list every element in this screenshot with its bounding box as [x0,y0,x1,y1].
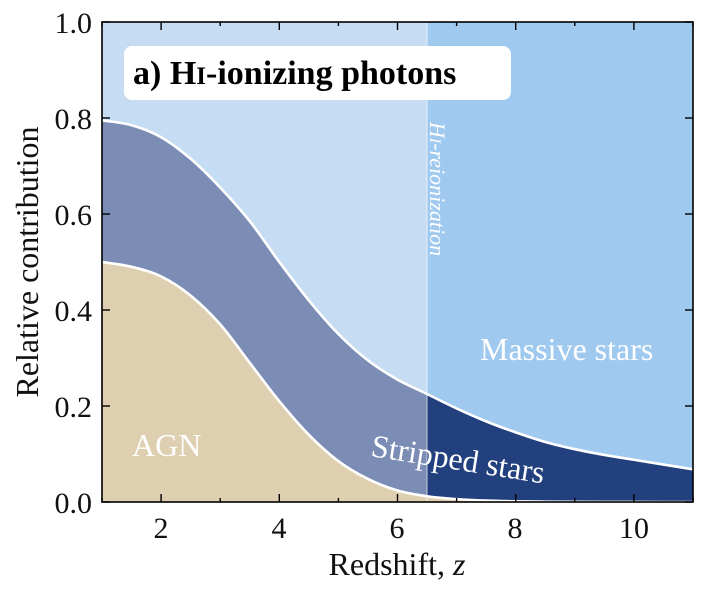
y-tick-label-1.0: 1.0 [55,7,93,40]
x-tick-label-8: 8 [508,512,523,545]
y-tick-label-0.8: 0.8 [55,103,93,136]
massive-stars-label: Massive stars [480,331,653,367]
reionization-label: HI-reionization [425,121,450,256]
y-tick-label-0.2: 0.2 [55,391,93,424]
stripped-stars-area-after-reionization [427,393,693,502]
x-tick-label-2: 2 [154,512,169,545]
panel-title: a) HI-ionizing photons [133,55,456,92]
y-axis-title: Relative contribution [9,126,45,397]
massive-stars-area-after-reionization [427,22,693,470]
x-tick-label-4: 4 [272,512,287,545]
x-tick-label-10: 10 [619,512,649,545]
massive-stars-area-before-reionization [102,22,428,394]
stripped-stars-area-before-reionization [102,120,428,497]
panel-title-box [124,46,511,100]
agn-label: AGN [132,427,201,463]
agn-area [102,262,693,502]
y-tick-label-0.0: 0.0 [55,487,93,520]
stripped-stars-boundary-line [102,119,693,471]
y-tick-label-0.4: 0.4 [55,295,93,328]
y-tick-label-0.6: 0.6 [55,199,93,232]
tick-marks [101,21,694,503]
x-axis-title: Redshift, z [329,546,466,582]
x-tick-label-6: 6 [390,512,405,545]
